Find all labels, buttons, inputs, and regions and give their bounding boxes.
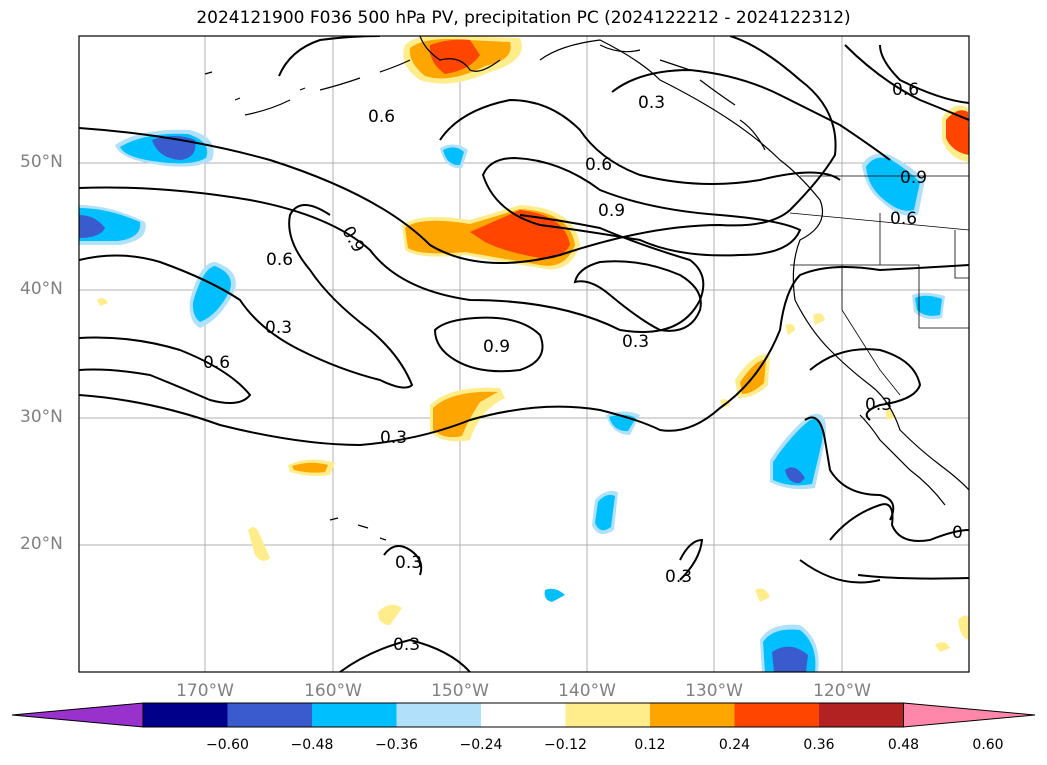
contour-label: 0.3	[395, 553, 422, 573]
lon-label: 150°W	[431, 681, 489, 701]
contour-label: 0.6	[368, 107, 395, 127]
colorbar-segment	[227, 703, 313, 727]
contour-label: 0.3	[622, 332, 649, 352]
colorbar-segment	[734, 703, 820, 727]
contour-label: 0.9	[598, 201, 625, 221]
contour-label: 0.6	[585, 155, 612, 175]
contour-label: 0.3	[393, 635, 420, 655]
lat-label: 20°N	[20, 534, 63, 554]
colorbar-extend-max	[903, 702, 1036, 728]
colorbar-extend-min	[11, 702, 144, 728]
colorbar-segment	[565, 703, 651, 727]
lon-label: 140°W	[558, 681, 616, 701]
contour-label: 0.3	[865, 395, 892, 415]
contour-label: 0.9	[337, 223, 368, 256]
colorbar-segment	[396, 703, 482, 727]
lat-label: 40°N	[20, 279, 63, 299]
contour-label: 0.6	[892, 80, 919, 100]
lon-label: 160°W	[304, 681, 362, 701]
coastlines	[204, 36, 969, 541]
lon-label: 170°W	[176, 681, 234, 701]
contour-label: 0.6	[890, 209, 917, 229]
contour-label: 0	[952, 523, 963, 543]
lon-label: 120°W	[813, 681, 871, 701]
colorbar-tick-label: 0.48	[887, 737, 920, 753]
colorbar-segment	[819, 703, 904, 727]
colorbar-frame	[142, 702, 904, 728]
contour-label: 0.3	[638, 93, 665, 113]
pv-contours	[79, 36, 969, 672]
colorbar-tick-label: 0.60	[972, 737, 1004, 753]
colorbar-segment	[481, 703, 566, 727]
colorbar-tick-label: −0.12	[544, 737, 587, 753]
contour-label: 0.9	[483, 337, 510, 357]
colorbar-segment	[143, 703, 228, 727]
colorbar-tick-label: −0.48	[290, 737, 334, 753]
contour-label: 0.3	[380, 428, 407, 448]
colorbar-tick-label: −0.60	[206, 737, 249, 753]
colorbar	[11, 702, 1036, 728]
contour-label: 0.6	[203, 353, 230, 373]
precip-positive	[97, 36, 969, 652]
contour-label-group: 0.6 0.3 0.6 0.9 0.9 0.6 0.3 0.9 0.3 0.6 …	[203, 80, 963, 655]
map-frame	[78, 35, 970, 673]
colorbar-segment	[650, 703, 735, 727]
contour-label: 0.3	[665, 567, 692, 587]
colorbar-tick-label: 0.12	[634, 737, 666, 753]
colorbar-tick-label: −0.36	[375, 737, 418, 753]
lat-label: 30°N	[20, 407, 63, 427]
contour-label: 0.9	[900, 168, 927, 188]
colorbar-tick-label: 0.24	[718, 737, 751, 753]
map-title: 2024121900 F036 500 hPa PV, precipitatio…	[196, 8, 851, 28]
colorbar-tick-label: −0.24	[459, 737, 503, 753]
lon-label: 130°W	[685, 681, 743, 701]
lat-label: 50°N	[20, 152, 63, 172]
colorbar-segment	[312, 703, 397, 727]
contour-label: 0.3	[265, 318, 292, 338]
borders	[789, 175, 969, 396]
colorbar-tick-label: 0.36	[803, 737, 835, 753]
contour-label: 0.6	[266, 250, 293, 270]
